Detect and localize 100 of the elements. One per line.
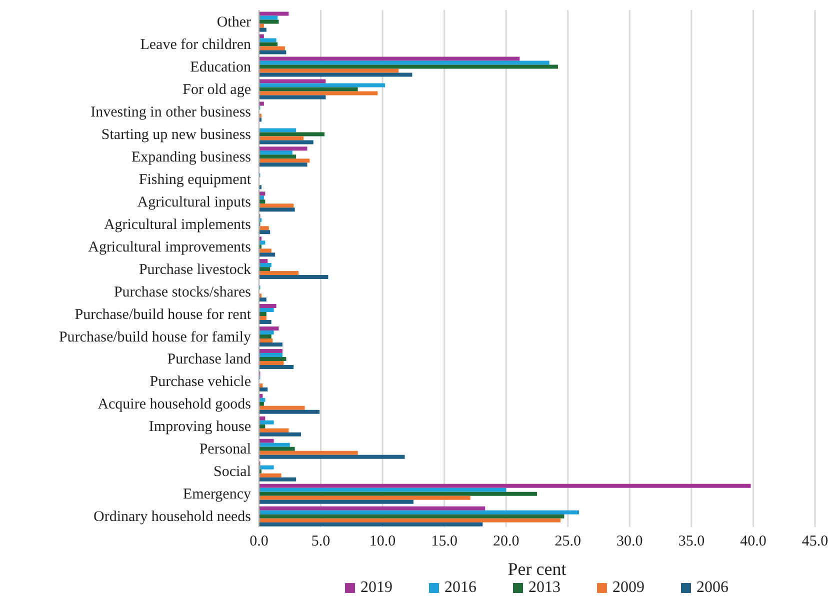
bar: [259, 326, 279, 330]
bar: [259, 72, 412, 77]
bar: [259, 316, 266, 320]
bar: [259, 484, 751, 488]
bar: [259, 510, 580, 514]
bar: [259, 208, 295, 212]
bar: [259, 91, 378, 96]
bar: [259, 271, 299, 276]
y-tick-label: Ordinary household needs: [94, 509, 252, 526]
bar: [259, 140, 314, 144]
legend-label: 2013: [528, 579, 560, 597]
bar: [259, 46, 285, 50]
bar: [259, 473, 282, 478]
x-tick-label: 30.0: [616, 534, 643, 550]
bar: [259, 83, 386, 88]
bar: [259, 196, 264, 200]
bar: [259, 275, 328, 280]
x-tick-label: 5.0: [311, 534, 330, 550]
y-tick-label: Starting up new business: [101, 126, 252, 143]
bar: [259, 312, 266, 316]
bar: [259, 428, 289, 432]
bar: [259, 64, 558, 69]
legend-label: 2016: [444, 579, 476, 597]
bar: [259, 158, 310, 163]
legend-label: 2019: [360, 579, 392, 597]
x-tick-label: 25.0: [554, 534, 582, 550]
bar: [259, 132, 324, 136]
y-tick-label: Education: [190, 60, 252, 76]
bar: [259, 454, 405, 459]
bar: [259, 79, 326, 84]
bar: [259, 360, 284, 365]
bar: [259, 477, 296, 482]
y-tick-label: Purchase land: [167, 352, 252, 368]
bar: [259, 420, 274, 424]
bar: [259, 488, 506, 492]
y-tick-label: Purchase stocks/shares: [114, 284, 252, 300]
x-tick-label: 15.0: [431, 534, 458, 550]
bar: [259, 364, 294, 369]
bar: [259, 432, 302, 436]
bar: [259, 500, 414, 504]
bar: [259, 334, 272, 338]
bar: [259, 330, 274, 334]
y-tick-label: Leave for children: [140, 37, 252, 54]
y-tick-label: Agricultural implements: [104, 216, 252, 233]
bar: [259, 387, 268, 392]
bar: [259, 320, 272, 324]
y-tick-label: Acquire household goods: [98, 396, 252, 413]
bar: [259, 263, 272, 268]
bar: [259, 356, 286, 361]
y-tick-label: Purchase/build house for rent: [74, 306, 252, 323]
bar: [259, 38, 276, 42]
bar: [259, 348, 282, 353]
y-tick-label: Fishing equipment: [138, 172, 252, 188]
x-tick-label: 40.0: [740, 534, 766, 550]
bar: [259, 50, 286, 54]
y-tick-label: Personal: [199, 442, 251, 458]
bar: [259, 522, 483, 526]
bar: [259, 252, 276, 257]
bar: [259, 204, 294, 208]
bar: [259, 226, 269, 230]
bar: [259, 308, 274, 312]
bar: [259, 146, 308, 151]
bar: [259, 446, 295, 451]
bar: [259, 352, 282, 357]
y-tick-label: Expanding business: [131, 149, 252, 166]
bar: [259, 492, 537, 496]
bar: [259, 248, 272, 253]
bar: [259, 16, 278, 20]
y-tick-label: Purchase vehicle: [150, 374, 252, 390]
bar: [259, 68, 399, 73]
bar: [259, 506, 486, 510]
bar: [259, 12, 289, 16]
bar: [259, 20, 279, 24]
y-tick-label: Investing in other business: [90, 104, 252, 120]
bar: [259, 95, 326, 100]
bar: [259, 267, 270, 272]
bar: [259, 338, 273, 342]
bar: [259, 514, 564, 518]
bar: [259, 136, 304, 140]
bar: [259, 450, 358, 455]
bar: [259, 442, 290, 447]
bar: [259, 162, 308, 167]
bar: [259, 298, 266, 302]
bar: [259, 438, 274, 443]
bar: [259, 406, 305, 410]
bar: [259, 465, 274, 470]
bar: [259, 28, 266, 32]
x-tick-label: 20.0: [492, 534, 520, 550]
x-axis-title: Per cent: [508, 559, 566, 579]
bar: [259, 342, 282, 346]
bar: [259, 150, 292, 155]
bar: [259, 56, 520, 61]
y-tick-label: Other: [216, 14, 251, 31]
x-tick-label: 45.0: [802, 534, 828, 550]
x-tick-label: 35.0: [678, 534, 705, 550]
y-tick-label: Agricultural improvements: [88, 239, 252, 256]
y-tick-label: Improving house: [148, 419, 252, 436]
bar: [259, 230, 270, 234]
bar: [259, 60, 550, 65]
bar: [259, 410, 320, 414]
